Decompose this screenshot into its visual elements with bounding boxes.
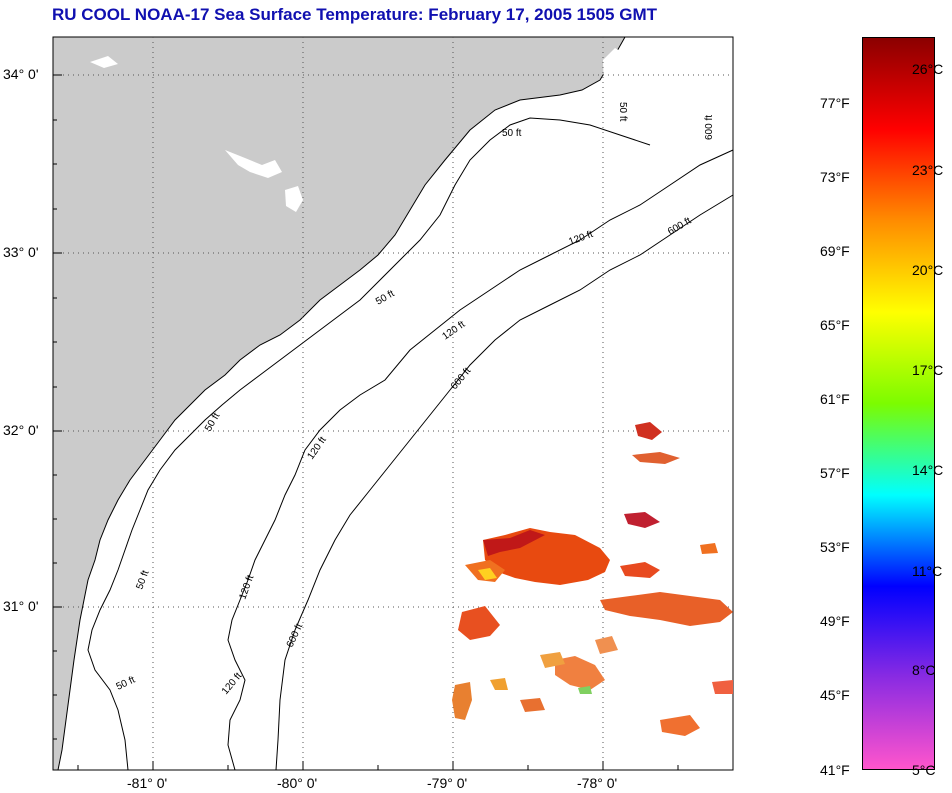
lon-ticks: [77, 761, 679, 770]
lon-label: -78° 0': [577, 775, 618, 791]
inland-water: [225, 150, 282, 178]
sst-patch: [483, 530, 545, 556]
inland-water: [90, 56, 118, 68]
sst-patch: [632, 452, 680, 464]
contour-label-600: 600 ft: [704, 115, 715, 140]
colorbar-c-label: 26°C: [912, 61, 944, 77]
colorbar-c-label: 11°C: [912, 563, 943, 579]
lat-label: 32° 0': [3, 422, 39, 438]
colorbar-f-label: 65°F: [820, 317, 850, 333]
inland-water: [285, 186, 303, 212]
sst-patch: [620, 562, 660, 578]
sst-patch: [458, 606, 500, 640]
colorbar-f-label: 53°F: [820, 539, 850, 555]
lat-label: 33° 0': [3, 244, 39, 260]
colorbar-f-label: 73°F: [820, 169, 850, 185]
colorbar-f-label: 41°F: [820, 762, 850, 778]
lat-ticks: [53, 74, 62, 740]
sst-patch: [520, 698, 545, 712]
contour-120ft: [227, 149, 734, 771]
sst-patch: [478, 568, 497, 580]
colorbar-f-label: 49°F: [820, 613, 850, 629]
contour-600ft: [275, 194, 734, 771]
contour-label-50: 50 ft: [502, 128, 522, 139]
contour-label-50: 50 ft: [617, 102, 628, 122]
colorbar-f-label: 57°F: [820, 465, 850, 481]
sst-patch: [700, 543, 718, 554]
sst-patch: [490, 678, 508, 690]
sst-patch: [624, 512, 660, 528]
colorbar-c-label: 17°C: [912, 362, 944, 378]
sst-patch: [555, 656, 605, 690]
contour-lines: [87, 117, 734, 771]
temperature-colorbar: [862, 37, 935, 770]
sst-patch: [540, 652, 565, 668]
colorbar-c-label: 8°C: [912, 662, 936, 678]
colorbar-f-label: 45°F: [820, 687, 850, 703]
sst-patch: [595, 636, 618, 654]
map-title: RU COOL NOAA-17 Sea Surface Temperature:…: [52, 5, 657, 24]
lat-label: 34° 0': [3, 66, 39, 82]
sst-patch: [635, 422, 662, 440]
sst-patch: [660, 715, 700, 736]
colorbar-c-label: 23°C: [912, 162, 944, 178]
sst-patch: [452, 682, 472, 720]
land-mass: [52, 36, 626, 771]
lon-label: -81° 0': [127, 775, 168, 791]
sst-patch: [578, 686, 592, 694]
lon-label: -79° 0': [427, 775, 468, 791]
sst-patch: [600, 592, 733, 626]
colorbar-f-label: 69°F: [820, 243, 850, 259]
colorbar-f-label: 61°F: [820, 391, 850, 407]
colorbar-f-label: 77°F: [820, 95, 850, 111]
colorbar-c-label: 5°C: [912, 762, 936, 778]
sst-patches: [452, 422, 733, 736]
sst-patch: [712, 680, 733, 694]
lat-label: 31° 0': [3, 598, 39, 614]
colorbar-c-label: 14°C: [912, 462, 944, 478]
colorbar-c-label: 20°C: [912, 262, 944, 278]
inland-water: [603, 48, 622, 92]
lon-label: -80° 0': [277, 775, 318, 791]
contour-50ft: [87, 117, 651, 771]
